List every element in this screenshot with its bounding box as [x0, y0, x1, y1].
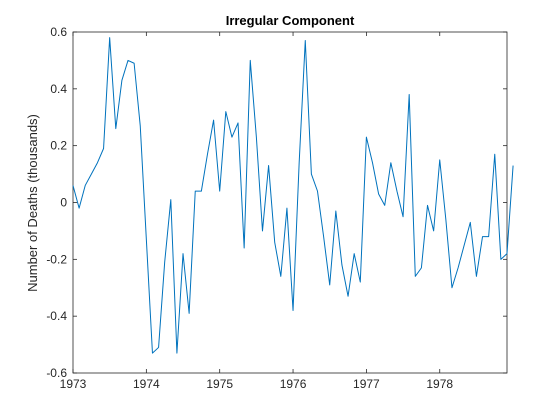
y-axis-label: Number of Deaths (thousands): [25, 114, 40, 292]
y-tick-label: -0.4: [46, 309, 67, 323]
axes-box: [72, 31, 508, 374]
y-tick-label: 0.4: [50, 82, 67, 96]
x-tick-label: 1974: [133, 377, 160, 391]
x-tick-label: 1978: [426, 377, 453, 391]
x-tick-label: 1973: [60, 377, 87, 391]
x-tick-label: 1975: [206, 377, 233, 391]
chart-title: Irregular Component: [226, 13, 355, 28]
x-tick-label: 1977: [353, 377, 380, 391]
plot-area: 1973 1974 1975 1976 1977 1978 -0.6 -0.4 -0.2 0 0.2…: [46, 25, 514, 391]
y-tick-label: -0.6: [46, 366, 67, 380]
y-tick-label: -0.2: [46, 252, 67, 266]
y-tick-label: 0.6: [50, 25, 67, 39]
y-tick-label: 0: [60, 196, 67, 210]
x-tick-label: 1976: [280, 377, 307, 391]
y-tick-label: 0.2: [50, 139, 67, 153]
irregular-component-series-line: [72, 37, 514, 354]
